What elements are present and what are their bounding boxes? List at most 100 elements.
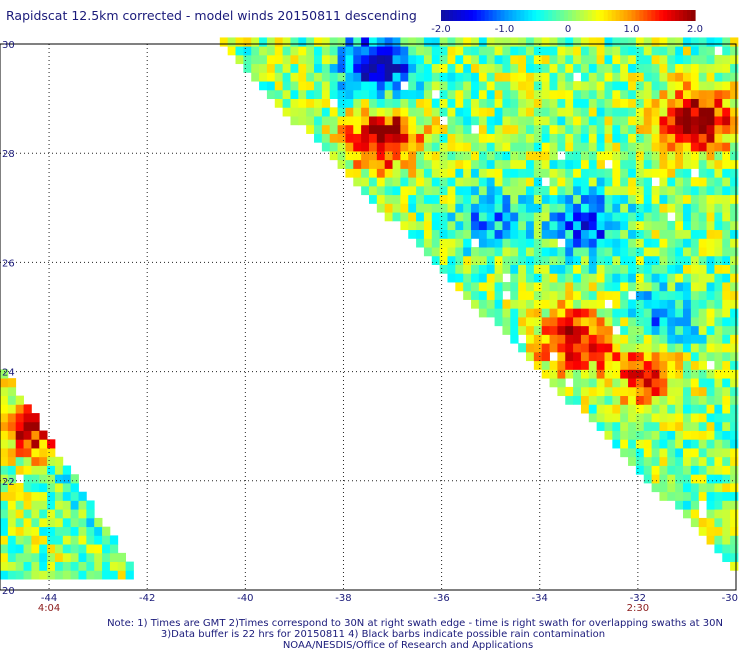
- heatmap-cell: [416, 98, 425, 108]
- heatmap-cell: [463, 255, 472, 265]
- heatmap-cell: [486, 238, 495, 248]
- colorbar-tick-label: 1.0: [624, 24, 640, 35]
- heatmap-cell: [557, 325, 566, 335]
- heatmap-cell: [549, 37, 558, 47]
- heatmap-cell: [573, 81, 582, 91]
- heatmap-cell: [722, 351, 731, 362]
- heatmap-cell: [714, 465, 723, 475]
- heatmap-cell: [502, 107, 511, 117]
- heatmap-cell: [722, 194, 731, 204]
- heatmap-cell: [274, 63, 284, 73]
- heatmap-cell: [384, 194, 393, 204]
- heatmap-cell: [392, 185, 401, 196]
- heatmap-cell: [635, 116, 645, 126]
- heatmap-cell: [290, 89, 299, 99]
- heatmap-cell: [675, 159, 684, 169]
- heatmap-cell: [628, 255, 637, 265]
- heatmap-cell: [683, 404, 692, 414]
- heatmap-cell: [439, 107, 448, 117]
- heatmap-cell: [690, 308, 700, 318]
- heatmap-cell: [471, 168, 480, 178]
- heatmap-cell: [730, 439, 739, 449]
- colorbar-swatch: [675, 10, 680, 21]
- heatmap-cell: [384, 142, 393, 152]
- heatmap-cell: [643, 395, 653, 405]
- heatmap-cell: [478, 308, 488, 318]
- heatmap-cells: [0, 37, 739, 580]
- heatmap-cell: [698, 203, 707, 213]
- heatmap-cell: [361, 54, 370, 65]
- heatmap-cell: [635, 448, 645, 458]
- heatmap-cell: [47, 509, 56, 519]
- colorbar-swatch: [591, 10, 597, 21]
- heatmap-cell: [486, 203, 495, 213]
- heatmap-cell: [667, 37, 676, 47]
- heatmap-cell: [518, 325, 527, 335]
- colorbar-swatch: [599, 10, 605, 21]
- heatmap-cell: [596, 116, 605, 126]
- heatmap-cell: [518, 37, 527, 47]
- heatmap-cell: [345, 63, 354, 73]
- heatmap-cell: [659, 177, 668, 187]
- heatmap-cell: [533, 133, 543, 143]
- heatmap-cell: [314, 89, 323, 99]
- heatmap-cell: [651, 413, 660, 423]
- heatmap-cell: [219, 37, 229, 47]
- heatmap-cell: [690, 203, 700, 213]
- heatmap-cell: [596, 63, 605, 73]
- heatmap-cell: [612, 264, 621, 274]
- heatmap-cell: [510, 124, 519, 134]
- heatmap-cell: [722, 185, 731, 196]
- heatmap-cell: [659, 54, 668, 65]
- heatmap-cell: [478, 247, 488, 257]
- heatmap-cell: [667, 151, 676, 161]
- heatmap-cell: [235, 54, 244, 65]
- heatmap-cell: [368, 185, 378, 196]
- heatmap-cell: [549, 325, 558, 335]
- heatmap-cell: [683, 421, 692, 431]
- heatmap-cell: [580, 386, 590, 397]
- heatmap-cell: [439, 185, 448, 196]
- heatmap-cell: [431, 37, 441, 47]
- heatmap-cell: [549, 290, 558, 300]
- heatmap-cell: [306, 72, 315, 82]
- heatmap-cell: [290, 107, 299, 117]
- heatmap-cell: [604, 185, 613, 196]
- heatmap-cell: [730, 308, 739, 318]
- heatmap-cell: [400, 63, 409, 73]
- heatmap-cell: [486, 107, 495, 117]
- heatmap-cell: [392, 81, 401, 91]
- colorbar-swatch: [452, 10, 458, 21]
- heatmap-cell: [612, 290, 621, 300]
- heatmap-cell: [525, 238, 535, 248]
- heatmap-cell: [588, 116, 598, 126]
- heatmap-cell: [376, 159, 386, 169]
- heatmap-cell: [698, 37, 707, 47]
- heatmap-cell: [321, 89, 331, 99]
- heatmap-cell: [628, 37, 637, 47]
- heatmap-cell: [659, 351, 668, 362]
- heatmap-cell: [683, 37, 692, 47]
- heatmap-cell: [400, 46, 409, 56]
- heatmap-cell: [298, 81, 307, 91]
- heatmap-cell: [47, 482, 56, 493]
- heatmap-cell: [54, 491, 64, 501]
- heatmap-cell: [651, 430, 660, 440]
- heatmap-cell: [596, 142, 605, 152]
- heatmap-cell: [698, 448, 707, 458]
- heatmap-cell: [549, 89, 558, 99]
- heatmap-cell: [690, 107, 700, 117]
- heatmap-cell: [573, 351, 582, 362]
- heatmap-cell: [690, 255, 700, 265]
- heatmap-cell: [698, 474, 707, 484]
- heatmap-cell: [675, 89, 684, 99]
- heatmap-cell: [502, 212, 511, 222]
- heatmap-cell: [541, 229, 550, 239]
- heatmap-cell: [533, 54, 543, 65]
- heatmap-cell: [573, 220, 582, 231]
- heatmap-cell: [635, 360, 645, 370]
- heatmap-cell: [463, 220, 472, 231]
- heatmap-cell: [565, 177, 574, 187]
- heatmap-cell: [408, 89, 417, 99]
- heatmap-cell: [290, 54, 299, 65]
